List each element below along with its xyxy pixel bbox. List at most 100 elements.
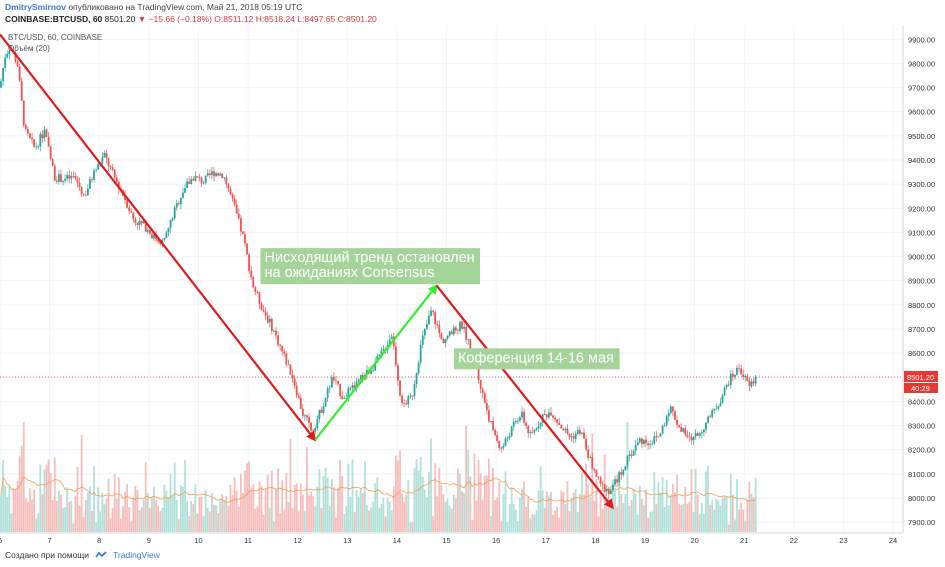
volume-bar [380, 504, 383, 532]
volume-bar [386, 497, 389, 532]
volume-bar [430, 438, 432, 532]
volume-bar [198, 496, 201, 532]
volume-bar [132, 497, 135, 532]
countdown-text: 40:29 [911, 384, 930, 393]
volume-bar [475, 500, 478, 532]
volume-bar [2, 460, 5, 532]
candle-body [217, 173, 220, 176]
volume-bar [490, 515, 492, 532]
author-name[interactable]: DmitrySmirnov [5, 2, 66, 12]
candle-body [674, 411, 676, 420]
candle-body [527, 425, 530, 433]
candle-body [725, 384, 728, 388]
volume-bar [4, 485, 7, 532]
volume-bar [392, 486, 395, 532]
candle-body [6, 54, 9, 58]
volume-bar [452, 494, 455, 532]
candle-body [237, 213, 240, 219]
volume-bar [390, 510, 393, 532]
candle-body [167, 227, 170, 233]
candle-body [283, 351, 286, 354]
volume-bar [200, 496, 203, 532]
price-tick-label: 8100.00 [908, 470, 935, 479]
volume-bar [446, 498, 449, 532]
published-text: опубликовано на TradingView.com, Май 21,… [68, 2, 303, 12]
candle-body [432, 310, 435, 313]
candle-body [413, 384, 416, 396]
candle-body [51, 158, 54, 166]
candle-body [514, 421, 517, 423]
price-axis[interactable]: 7900.00 8000.00 8100.00 8200.00 8300.00 8400.… [908, 35, 935, 527]
volume-bar [8, 485, 11, 532]
volume-bar [614, 489, 616, 532]
annotation-text: на ожиданиях Consensus [264, 265, 434, 281]
candle-body [727, 384, 730, 386]
candle-body [603, 484, 606, 492]
volume-bar [93, 466, 95, 532]
volume-bar [161, 507, 164, 532]
time-tick-label: 16 [492, 536, 500, 545]
volume-bar [411, 521, 414, 532]
candle-body [605, 488, 608, 492]
candle-body [270, 318, 273, 332]
volume-bar [442, 494, 445, 532]
volume-bar [53, 457, 56, 532]
candle-body [105, 152, 108, 159]
volume-bar [554, 510, 556, 532]
time-axis[interactable]: 6 7 8 9 10 11 12 13 14 15 16 17 18 19 20 21 22 23 24 [0, 536, 897, 545]
volume-bar [440, 485, 443, 532]
candle-body [678, 424, 681, 428]
volume-bar [384, 516, 387, 532]
candle-body [638, 438, 641, 443]
volume-bar [60, 494, 62, 532]
candle-body [694, 433, 697, 437]
volume-bar [192, 504, 195, 532]
volume-bar [705, 471, 707, 532]
volume-bar [295, 483, 298, 532]
candle-body [78, 182, 81, 188]
candle-body [581, 432, 583, 434]
open-value: O:8511.12 [214, 14, 254, 24]
volume-bar [89, 486, 91, 532]
volume-bar [403, 501, 406, 532]
candle-body [690, 437, 693, 441]
volume-bar [527, 496, 530, 532]
volume-bar [647, 517, 650, 532]
footer-brand[interactable]: TradingView [113, 550, 160, 560]
volume-bar [101, 493, 104, 532]
volume-bar [684, 486, 687, 532]
volume-bar [250, 487, 253, 532]
candle-body [483, 393, 486, 403]
volume-bar [707, 465, 709, 532]
volume-bar [184, 460, 186, 532]
candle-body [320, 409, 323, 413]
volume-bar [55, 500, 58, 532]
candle-body [128, 207, 131, 212]
volume-bar [754, 478, 757, 532]
candle-body [547, 412, 550, 418]
volume-bar [324, 467, 327, 532]
price-tick-label: 9700.00 [908, 84, 935, 93]
volume-bar [76, 466, 79, 532]
candle-body [351, 385, 354, 388]
candle-body [60, 174, 62, 183]
volume-bar [64, 507, 67, 532]
candle-body [597, 476, 600, 478]
candle-body [256, 291, 259, 293]
candle-body [76, 178, 79, 183]
candle-body [97, 163, 100, 170]
candle-body [27, 128, 29, 134]
volume-bar [748, 481, 751, 532]
candle-body [144, 221, 147, 232]
footer: Создано при помощи TradingView [5, 550, 160, 560]
candle-body [539, 422, 542, 427]
volume-bar [630, 499, 633, 532]
volume-bar [258, 481, 261, 532]
candle-body [407, 396, 410, 405]
volume-bar [84, 500, 87, 532]
volume-bar [140, 507, 143, 532]
time-tick-label: 22 [790, 536, 798, 545]
volume-bar [151, 497, 153, 532]
